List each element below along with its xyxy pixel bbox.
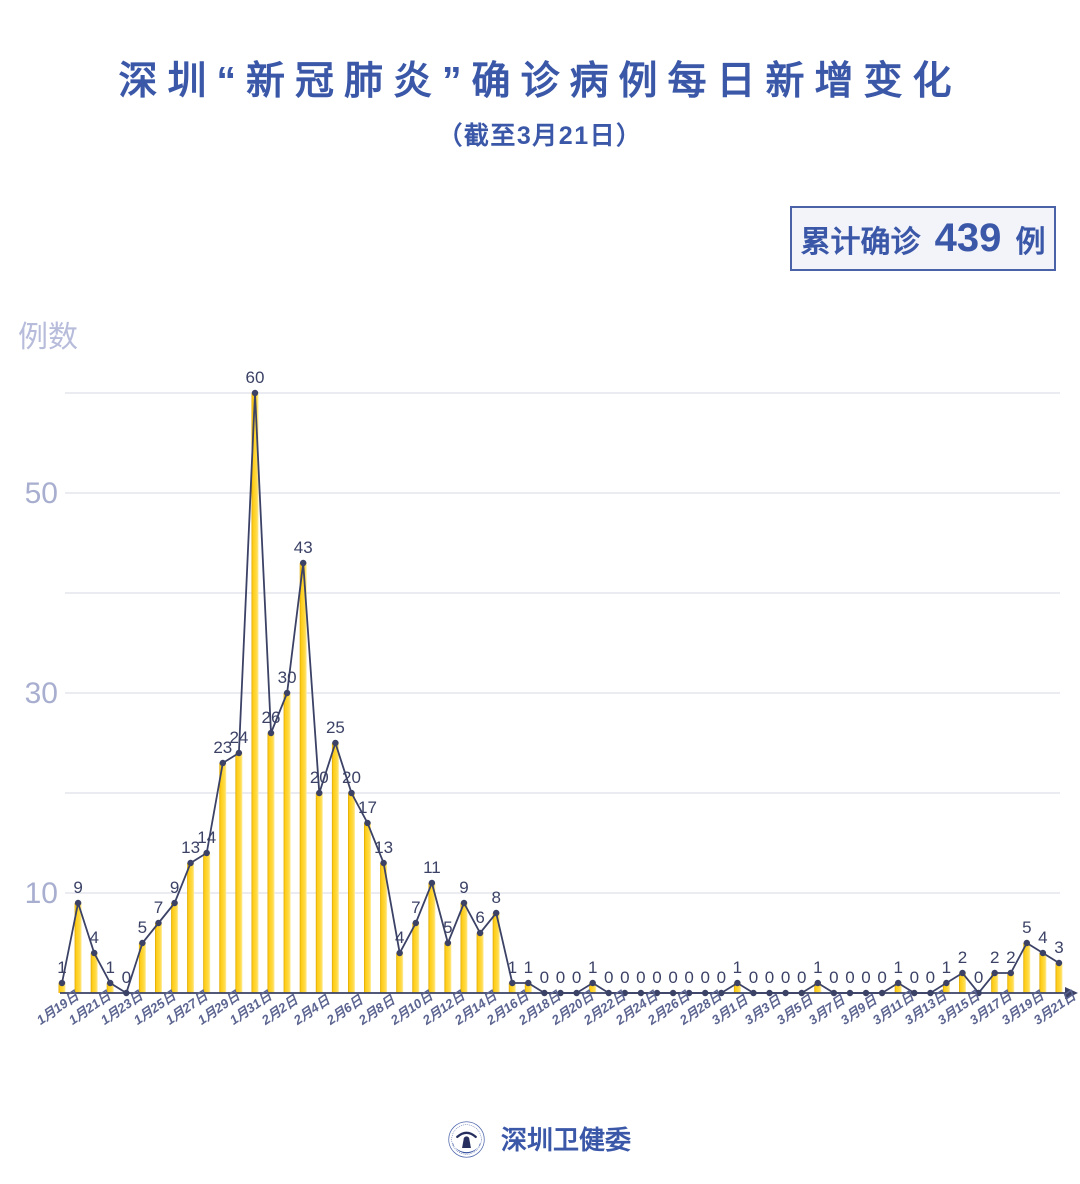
svg-text:4: 4	[89, 928, 98, 947]
svg-text:9: 9	[73, 878, 82, 897]
svg-text:5: 5	[443, 918, 452, 937]
svg-text:30: 30	[278, 668, 297, 687]
svg-text:1: 1	[813, 958, 822, 977]
svg-text:7: 7	[154, 898, 163, 917]
svg-text:10: 10	[25, 877, 58, 910]
svg-text:0: 0	[540, 968, 549, 987]
svg-text:0: 0	[604, 968, 613, 987]
svg-text:2: 2	[958, 948, 967, 967]
svg-text:26: 26	[262, 708, 281, 727]
svg-text:60: 60	[246, 368, 265, 387]
svg-text:1: 1	[508, 958, 517, 977]
svg-text:1: 1	[893, 958, 902, 977]
svg-text:14: 14	[197, 828, 216, 847]
svg-text:20: 20	[310, 768, 329, 787]
svg-text:0: 0	[926, 968, 935, 987]
svg-text:8: 8	[491, 888, 500, 907]
svg-text:20: 20	[342, 768, 361, 787]
svg-text:0: 0	[668, 968, 677, 987]
svg-text:11: 11	[423, 858, 441, 877]
svg-text:0: 0	[700, 968, 709, 987]
svg-text:1: 1	[105, 958, 114, 977]
svg-text:2: 2	[1006, 948, 1015, 967]
svg-text:0: 0	[636, 968, 645, 987]
svg-text:25: 25	[326, 718, 345, 737]
svg-text:1: 1	[733, 958, 742, 977]
svg-text:1: 1	[57, 958, 66, 977]
svg-text:1: 1	[524, 958, 533, 977]
svg-text:0: 0	[861, 968, 870, 987]
svg-text:0: 0	[797, 968, 806, 987]
svg-text:24: 24	[229, 728, 248, 747]
svg-text:17: 17	[358, 798, 377, 817]
svg-text:43: 43	[294, 538, 313, 557]
svg-text:4: 4	[395, 928, 404, 947]
svg-text:9: 9	[170, 878, 179, 897]
svg-text:0: 0	[572, 968, 581, 987]
svg-text:0: 0	[829, 968, 838, 987]
svg-text:5: 5	[1022, 918, 1031, 937]
svg-text:1: 1	[942, 958, 951, 977]
svg-text:0: 0	[122, 968, 131, 987]
svg-text:2: 2	[990, 948, 999, 967]
svg-text:9: 9	[459, 878, 468, 897]
svg-text:13: 13	[374, 838, 393, 857]
svg-text:6: 6	[475, 908, 484, 927]
svg-text:0: 0	[765, 968, 774, 987]
svg-text:30: 30	[25, 677, 58, 710]
svg-text:5: 5	[138, 918, 147, 937]
svg-text:3: 3	[1054, 938, 1063, 957]
svg-text:7: 7	[411, 898, 420, 917]
svg-text:1: 1	[588, 958, 597, 977]
svg-text:4: 4	[1038, 928, 1047, 947]
svg-text:50: 50	[25, 477, 58, 510]
